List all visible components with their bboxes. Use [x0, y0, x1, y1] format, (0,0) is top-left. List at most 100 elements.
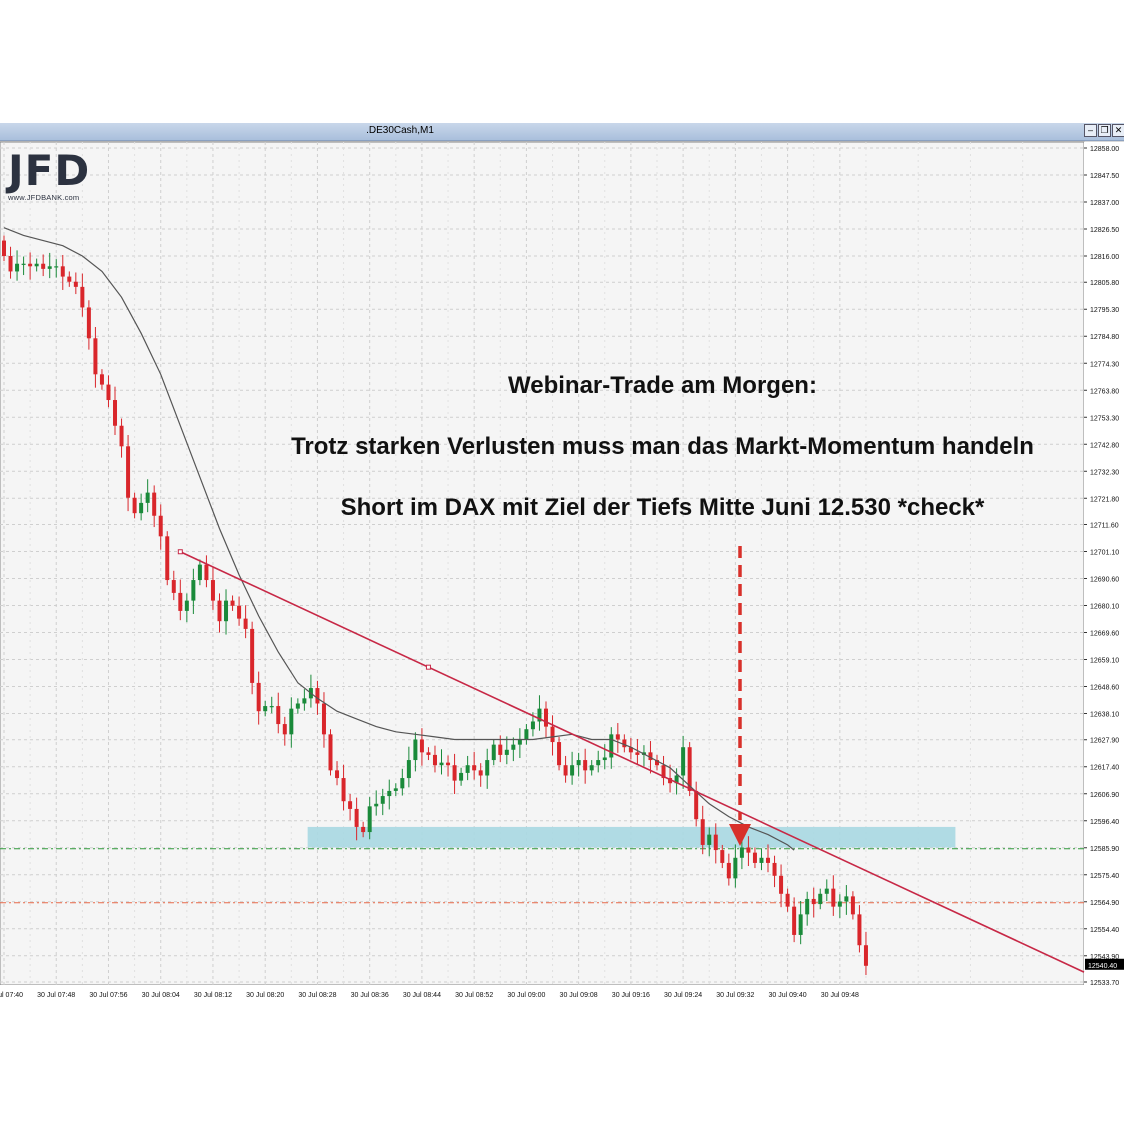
y-tick-label: 12701.10 [1090, 549, 1119, 556]
candle-body [602, 757, 607, 761]
trendline-handle-start [177, 549, 183, 555]
y-tick-label: 12795.30 [1090, 307, 1119, 314]
x-tick-label: 30 Jul 08:28 [298, 992, 336, 999]
trendline [179, 551, 1085, 973]
candle-body [106, 384, 111, 401]
annotation-line-3: Short im DAX mit Ziel der Tiefs Mitte Ju… [340, 494, 985, 521]
candle-body [197, 564, 202, 581]
candle-body [54, 266, 59, 268]
candle-body [824, 888, 829, 894]
candle-body [557, 742, 562, 766]
y-tick-label: 12858.00 [1090, 146, 1119, 153]
candle-body [857, 914, 862, 946]
candle-body [772, 862, 777, 876]
candle-body [837, 901, 842, 907]
candle-body [583, 760, 588, 771]
candle-body [8, 256, 13, 272]
y-tick-label: 12575.40 [1090, 873, 1119, 880]
candle-body [393, 788, 398, 791]
candle-body [73, 281, 78, 287]
candle-body [766, 857, 771, 863]
candle-body [217, 600, 222, 622]
candle-body [465, 765, 470, 773]
y-tick-label: 12784.80 [1090, 334, 1119, 341]
price-chart[interactable]: 12858.00 12847.50 12837.00 12826.50 12816.00… [0, 140, 1124, 1002]
candle-body [504, 749, 509, 755]
candle-body [543, 708, 548, 727]
candle-body [805, 898, 810, 915]
candle-body [661, 765, 666, 779]
candle-body [733, 857, 738, 879]
candle-body [28, 263, 33, 267]
candle-body [374, 803, 379, 807]
candle-body [798, 914, 803, 935]
candle-body [739, 847, 744, 858]
candle-body [792, 906, 797, 935]
candle-body [171, 580, 176, 593]
x-tick-label: 30 Jul 08:12 [194, 992, 232, 999]
candle-body [713, 834, 718, 851]
candle-body [648, 752, 653, 761]
x-tick-label: 30 Jul 09:16 [612, 992, 650, 999]
candle-body [707, 834, 712, 845]
y-tick-label: 12805.80 [1090, 280, 1119, 287]
candle-body [230, 600, 235, 606]
candle-body [243, 618, 248, 629]
candle-body [295, 703, 300, 709]
candle-body [413, 739, 418, 761]
candle-body [530, 721, 535, 730]
candle-body [550, 726, 555, 743]
close-icon[interactable]: ✕ [1112, 124, 1124, 137]
candle-body [681, 747, 686, 776]
y-tick-label: 12533.70 [1090, 980, 1119, 987]
candle-body [276, 706, 281, 725]
candle-body [263, 706, 268, 712]
annotation-line-1: Webinar-Trade am Morgen: [508, 372, 817, 399]
y-tick-label: 12721.80 [1090, 496, 1119, 503]
candle-body [237, 605, 242, 619]
candle-body [609, 734, 614, 758]
x-tick-label: 30 Jul 08:04 [142, 992, 180, 999]
candle-body [498, 744, 503, 755]
x-tick-label: 30 Jul 09:40 [769, 992, 807, 999]
y-tick-label: 12816.00 [1090, 254, 1119, 261]
candle-body [86, 307, 91, 339]
candle-body [622, 739, 627, 748]
candle-body [452, 765, 457, 781]
candle-body [328, 734, 333, 771]
x-tick-label: 30 Jul 09:08 [560, 992, 598, 999]
minimize-icon[interactable]: – [1084, 124, 1097, 137]
candle-body [210, 580, 215, 601]
annotation-line-2: Trotz starken Verlusten muss man das Mar… [291, 433, 1034, 460]
candle-body [387, 790, 392, 797]
candle-body [21, 263, 26, 265]
candle-body [589, 765, 594, 771]
candle-body [380, 796, 385, 804]
y-tick-label: 12690.60 [1090, 577, 1119, 584]
y-tick-label: 12826.50 [1090, 227, 1119, 234]
candle-body [139, 502, 144, 514]
y-tick-label: 12774.30 [1090, 361, 1119, 368]
y-tick-label: 12732.30 [1090, 469, 1119, 476]
candle-body [687, 747, 692, 791]
candle-body [80, 286, 85, 308]
candle-body [178, 592, 183, 611]
y-tick-label: 12585.90 [1090, 846, 1119, 853]
price-axis [1084, 142, 1124, 1002]
candle-body [419, 739, 424, 753]
x-tick-label: 30 Jul 08:20 [246, 992, 284, 999]
x-tick-label: 30 Jul 07:40 [0, 992, 23, 999]
window-titlebar[interactable]: .DE30Cash,M1 – ❐ ✕ [0, 123, 1124, 141]
restore-icon[interactable]: ❐ [1098, 124, 1111, 137]
candle-body [250, 628, 255, 683]
y-tick-label: 12617.40 [1090, 765, 1119, 772]
candle-body [41, 263, 46, 269]
candle-body [2, 240, 6, 257]
candle-body [406, 760, 411, 779]
candle-body [850, 896, 855, 915]
candle-body [282, 724, 287, 735]
candle-body [478, 770, 483, 776]
candle-body [204, 564, 209, 581]
candle-body [446, 762, 451, 766]
candle-body [511, 744, 516, 750]
